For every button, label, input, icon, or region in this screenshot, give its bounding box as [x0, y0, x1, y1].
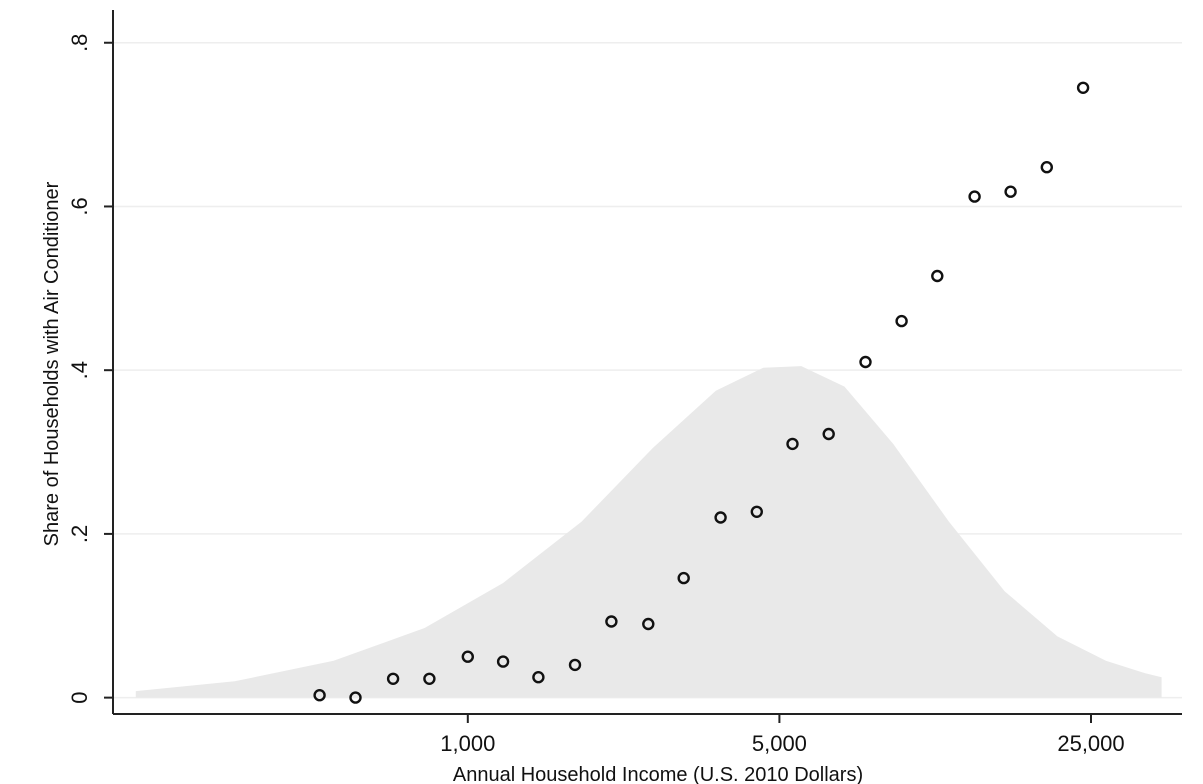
data-point-16 — [895, 314, 908, 328]
x-axis-title: Annual Household Income (U.S. 2010 Dolla… — [453, 764, 863, 784]
data-point-0 — [313, 689, 326, 702]
y-axis-ticks: 0 .2 .4 .6 .8 — [67, 34, 113, 704]
data-point-13 — [786, 437, 799, 451]
x-tick-label: 1,000 — [440, 731, 495, 756]
data-point-5 — [496, 655, 510, 668]
x-tick-label: 5,000 — [752, 731, 807, 756]
y-tick-label: .2 — [67, 525, 92, 543]
data-point-6 — [532, 671, 545, 684]
data-point-11 — [714, 511, 727, 524]
x-tick-label: 25,000 — [1057, 731, 1124, 756]
y-tick-label: .6 — [67, 197, 92, 215]
data-point-20 — [1040, 160, 1054, 174]
data-point-15 — [859, 355, 872, 369]
x-axis-ticks: 1,000 5,000 25,000 — [440, 714, 1125, 756]
data-point-7 — [568, 658, 582, 672]
data-points — [313, 81, 1090, 704]
data-point-1 — [349, 691, 362, 704]
gridlines — [113, 41, 1182, 699]
data-point-2 — [386, 672, 400, 685]
y-axis-title: Share of Households with Air Conditioner — [41, 181, 63, 546]
income-density-area — [135, 366, 1162, 698]
data-point-17 — [931, 269, 944, 283]
data-point-8 — [605, 615, 618, 628]
data-point-9 — [642, 617, 655, 631]
y-tick-label: .4 — [67, 361, 92, 379]
data-point-10 — [677, 571, 690, 585]
data-point-3 — [423, 672, 436, 685]
data-point-4 — [461, 650, 474, 663]
data-point-21 — [1076, 81, 1090, 95]
data-point-12 — [750, 505, 763, 518]
data-point-19 — [1004, 185, 1017, 198]
data-point-14 — [822, 427, 835, 441]
data-point-18 — [968, 190, 981, 203]
y-tick-label: .8 — [67, 34, 92, 52]
y-tick-label: 0 — [67, 692, 92, 704]
